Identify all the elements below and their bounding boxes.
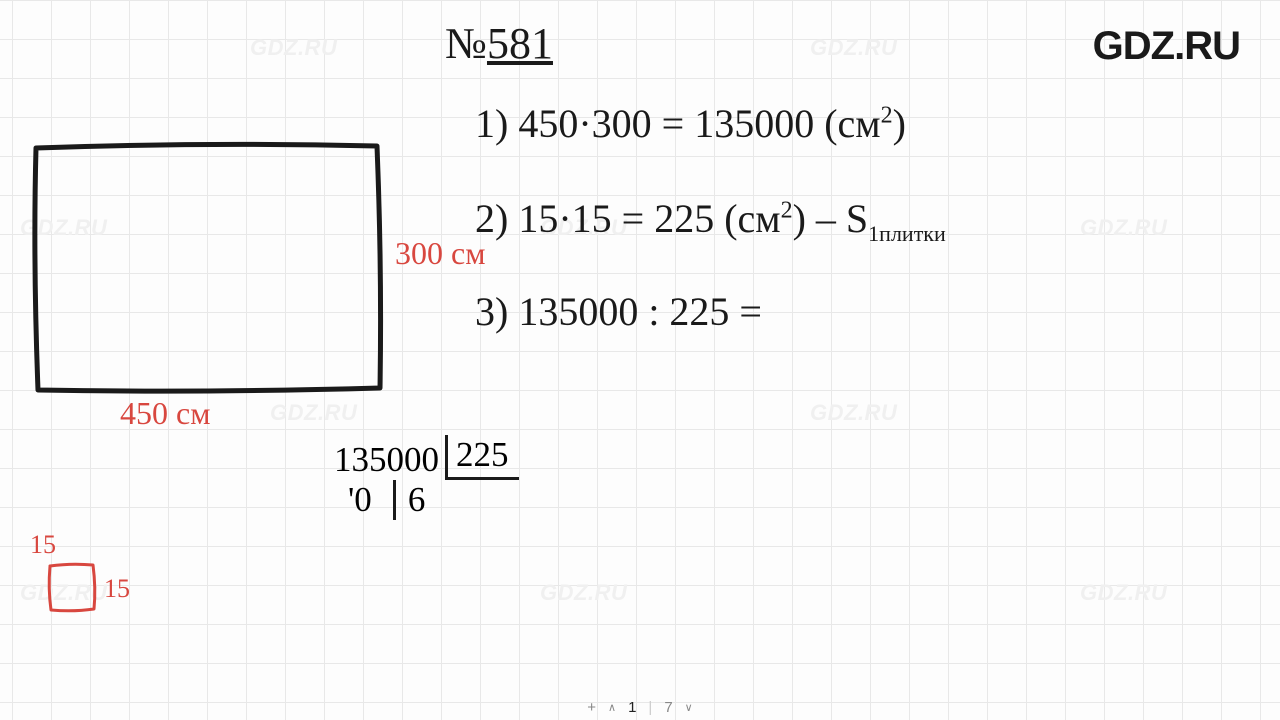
site-logo: GDZ.RU (1093, 24, 1240, 69)
rect-height-label: 300 см (395, 235, 485, 272)
quotient: 6 (393, 480, 426, 520)
rectangle-diagram (30, 140, 390, 400)
page-separator: | (648, 699, 652, 716)
prev-page-button[interactable]: ∧ (608, 701, 616, 714)
tile-side-a-label: 15 (30, 530, 56, 560)
remainder: '0 (328, 480, 372, 520)
rect-width-label: 450 см (120, 395, 210, 432)
zoom-in-button[interactable]: + (587, 699, 596, 716)
solution-step-2: 2) 15·15 = 225 (см2) – S1плитки (475, 195, 946, 247)
current-page: 1 (628, 699, 636, 716)
solution-step-1: 1) 450·300 = 135000 (см2) (475, 100, 906, 147)
problem-number: №581 (445, 18, 553, 69)
long-division-work: 135000 225 '0 6 (328, 435, 519, 520)
divisor: 225 (445, 435, 519, 480)
tile-side-b-label: 15 (104, 574, 130, 604)
dividend: 135000 (328, 440, 445, 480)
solution-step-3: 3) 135000 : 225 = (475, 288, 762, 335)
page-toolbar: + ∧ 1 | 7 ∨ (587, 699, 692, 716)
small-square-diagram (45, 561, 101, 617)
total-pages: 7 (664, 699, 672, 716)
next-page-button[interactable]: ∨ (685, 701, 693, 714)
